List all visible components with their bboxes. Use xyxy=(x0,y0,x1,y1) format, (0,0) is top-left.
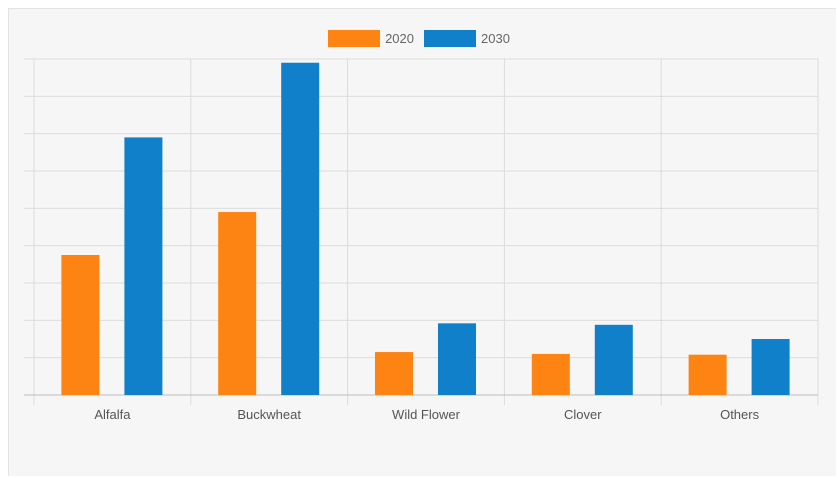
bar-clover-2020[interactable] xyxy=(531,353,570,395)
legend-label-2020: 2020 xyxy=(385,31,414,46)
legend: 2020 2030 xyxy=(0,30,838,47)
bar-clover-2030[interactable] xyxy=(594,324,633,395)
bar-others-2030[interactable] xyxy=(751,339,790,395)
bar-alfalfa-2030[interactable] xyxy=(124,137,163,395)
legend-label-2030: 2030 xyxy=(481,31,510,46)
bar-wild-flower-2030[interactable] xyxy=(438,323,476,395)
x-tick-label: Others xyxy=(720,407,760,422)
bar-others-2020[interactable] xyxy=(688,354,727,395)
legend-item-2020[interactable]: 2020 xyxy=(328,30,414,47)
x-tick-label: Alfalfa xyxy=(94,407,131,422)
x-tick-label: Buckwheat xyxy=(237,407,301,422)
legend-item-2030[interactable]: 2030 xyxy=(424,30,510,47)
bar-wild-flower-2020[interactable] xyxy=(375,352,413,395)
legend-swatch-2030 xyxy=(424,30,476,47)
bar-alfalfa-2020[interactable] xyxy=(61,255,100,395)
legend-swatch-2020 xyxy=(328,30,381,47)
x-tick-label: Wild Flower xyxy=(392,407,461,422)
bar-buckwheat-2030[interactable] xyxy=(281,62,320,395)
bar-buckwheat-2020[interactable] xyxy=(218,212,257,395)
x-tick-label: Clover xyxy=(564,407,602,422)
